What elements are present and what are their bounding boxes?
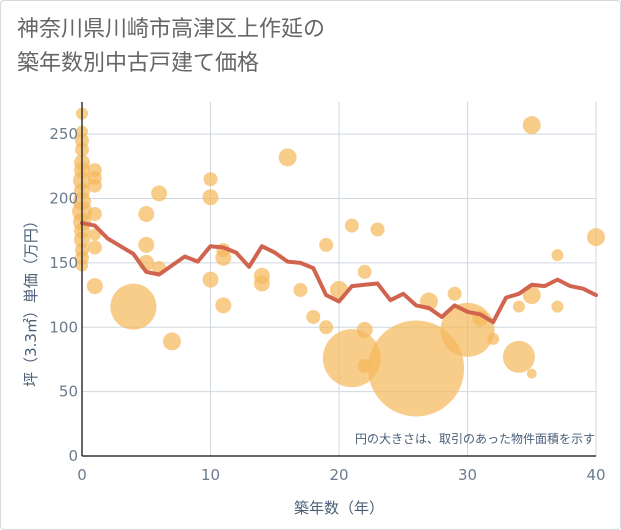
y-tick-label: 50 <box>59 383 78 401</box>
bubble <box>522 116 541 135</box>
y-tick-label: 200 <box>49 190 78 208</box>
bubble <box>522 286 541 305</box>
x-axis-title: 築年数（年） <box>294 499 384 517</box>
average-price-line <box>80 221 598 325</box>
y-tick-label: 0 <box>68 447 78 465</box>
bubble <box>88 228 101 241</box>
tick-labels: 0 10 20 30 40 0 50 100 150 200 250 <box>49 125 605 484</box>
bubble <box>368 320 465 417</box>
bubble <box>203 172 218 187</box>
bubble <box>87 240 102 255</box>
y-tick-label: 150 <box>49 254 78 272</box>
bubble <box>319 320 334 335</box>
bubble <box>215 297 232 314</box>
y-tick-label: 250 <box>49 125 78 143</box>
grid-lines <box>82 102 597 456</box>
bubble <box>319 237 334 252</box>
bubble <box>357 264 372 279</box>
bubble <box>344 218 359 233</box>
bubble <box>502 340 535 373</box>
bubble <box>215 249 232 266</box>
bubble <box>293 282 308 297</box>
bubble <box>512 300 525 313</box>
bubble <box>551 300 564 313</box>
x-tick-label: 20 <box>329 466 348 484</box>
bubble <box>370 222 385 237</box>
bubble <box>356 321 373 338</box>
x-tick-label: 0 <box>77 466 87 484</box>
bubble <box>253 275 270 292</box>
chart-title: 神奈川県川崎市高津区上作延の 築年数別中古戸建て価格 <box>17 13 325 81</box>
bubble <box>487 332 500 345</box>
chart-title-line-1: 神奈川県川崎市高津区上作延の <box>17 17 326 42</box>
bubble <box>278 148 297 167</box>
bubble <box>151 185 168 202</box>
x-tick-label: 40 <box>586 466 605 484</box>
bubble <box>87 178 102 193</box>
bubble <box>447 286 462 301</box>
bubble <box>138 205 155 222</box>
chart-title-line-2: 築年数別中古戸建て価格 <box>17 51 260 76</box>
x-tick-label: 10 <box>201 466 220 484</box>
bubble <box>526 368 537 379</box>
bubble <box>551 249 564 262</box>
size-note: 円の大きさは、取引のあった物件面積を示す <box>355 431 595 446</box>
bubble <box>202 189 219 206</box>
bubble <box>587 228 605 247</box>
bubble <box>86 278 103 295</box>
y-tick-label: 100 <box>49 318 78 336</box>
y-axis-title: 坪（3.3㎡）単価（万円） <box>22 213 40 387</box>
bubble <box>110 283 157 330</box>
bubble <box>138 236 155 253</box>
bubble <box>202 271 219 288</box>
axes <box>81 102 596 457</box>
bubble <box>87 206 102 221</box>
bubble <box>162 332 181 351</box>
x-tick-label: 30 <box>458 466 477 484</box>
bubble <box>306 309 321 324</box>
